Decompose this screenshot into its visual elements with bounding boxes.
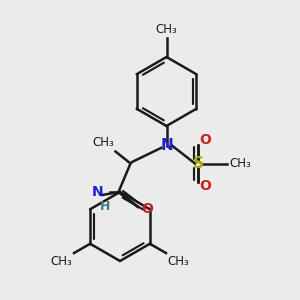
Text: O: O	[200, 133, 211, 147]
Text: CH₃: CH₃	[167, 254, 189, 268]
Text: CH₃: CH₃	[229, 157, 251, 170]
Text: N: N	[160, 138, 173, 153]
Text: O: O	[141, 202, 153, 216]
Text: CH₃: CH₃	[51, 254, 73, 268]
Text: S: S	[193, 156, 203, 171]
Text: H: H	[100, 200, 110, 212]
Text: CH₃: CH₃	[92, 136, 114, 149]
Text: N: N	[92, 185, 103, 199]
Text: O: O	[200, 179, 211, 193]
Text: CH₃: CH₃	[156, 23, 177, 36]
